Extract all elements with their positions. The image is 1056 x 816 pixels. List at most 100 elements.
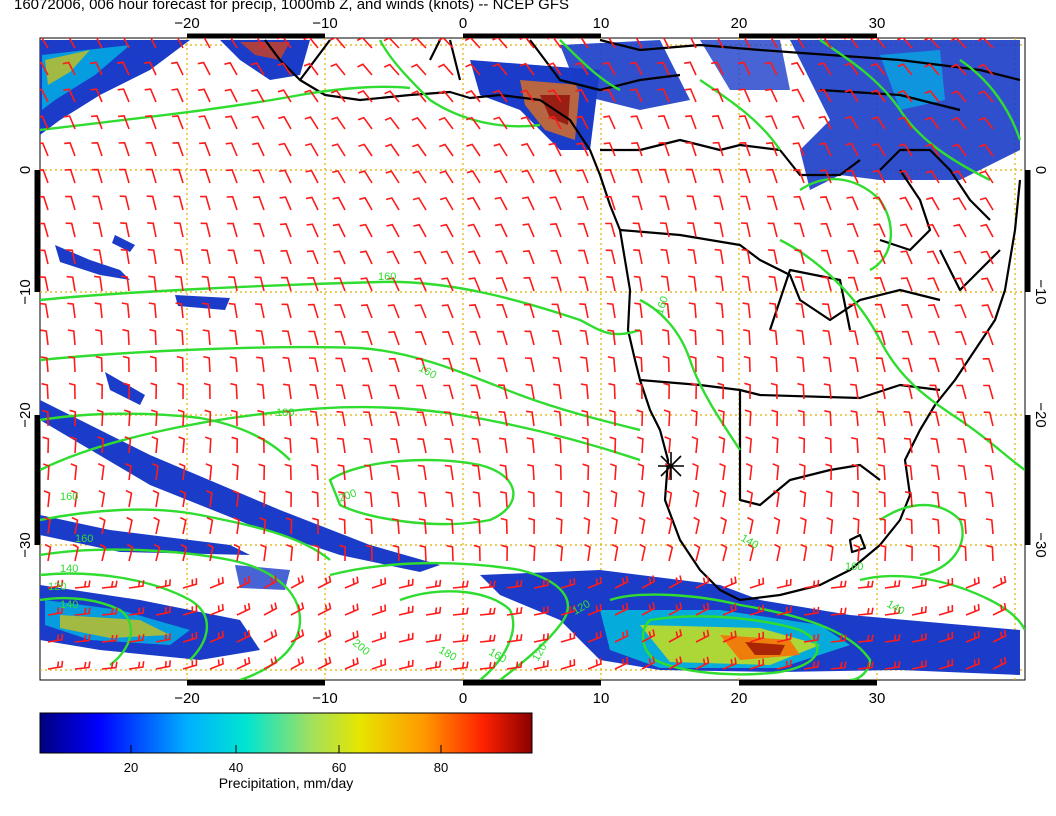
wind-barb <box>661 302 670 319</box>
wind-barb <box>128 634 145 643</box>
wind-barb <box>897 63 913 76</box>
wind-barb <box>122 328 130 346</box>
wind-barb <box>519 38 535 49</box>
wind-barb <box>332 223 346 238</box>
wind-barb <box>197 61 211 76</box>
wind-barb <box>846 223 859 238</box>
wind-barb <box>720 543 728 562</box>
wind-barb <box>924 63 940 76</box>
wind-barb <box>336 437 346 454</box>
wind-barb <box>413 223 427 238</box>
wind-barb <box>417 464 427 481</box>
wind-barb <box>857 661 874 670</box>
wind-barb <box>228 302 238 319</box>
wind-barb <box>309 410 319 427</box>
wind-barb <box>202 329 211 346</box>
wind-barb <box>494 196 508 211</box>
wind-barb <box>657 115 670 130</box>
lon-bottom-label: 0 <box>459 690 467 707</box>
wind-barb <box>227 249 238 265</box>
wind-barb <box>663 409 671 427</box>
wind-barb <box>358 143 373 157</box>
wind-barb <box>305 169 319 184</box>
wind-barb <box>791 88 805 103</box>
wind-barb <box>741 248 751 265</box>
wind-barb <box>492 63 508 76</box>
wind-barb <box>634 329 643 346</box>
wind-barb <box>365 518 373 535</box>
wind-barb <box>331 116 346 130</box>
wind-barb <box>992 575 1007 589</box>
wind-barb <box>468 250 481 265</box>
wind-barb <box>958 518 967 535</box>
wind-barb <box>684 88 697 103</box>
wind-barb <box>938 658 954 670</box>
wind-barb <box>252 169 265 184</box>
wind-barb <box>412 170 427 184</box>
colorbar-tick: 80 <box>434 760 448 775</box>
wind-barb <box>938 577 954 589</box>
wind-barb <box>258 490 266 508</box>
wind-barb <box>799 490 807 508</box>
wind-barb <box>445 491 454 508</box>
wind-barb <box>663 382 671 400</box>
wind-barb <box>904 464 913 481</box>
wind-barb <box>820 196 832 211</box>
wind-barb <box>668 656 683 670</box>
wind-barb <box>695 602 710 616</box>
wind-barb <box>923 38 940 49</box>
wind-barb <box>363 411 373 427</box>
colorbar-tick: 20 <box>124 760 138 775</box>
wind-barb <box>40 249 49 265</box>
wind-barb <box>145 141 157 157</box>
wind-barb <box>441 304 454 319</box>
wind-barb <box>957 464 967 481</box>
wind-barb <box>581 409 589 427</box>
wind-barb <box>384 90 400 103</box>
wind-barb <box>290 629 305 643</box>
wind-barb <box>533 579 549 589</box>
wind-barb <box>317 656 332 670</box>
wind-barb <box>228 276 238 292</box>
wind-barb <box>47 606 64 616</box>
wind-barb <box>330 38 346 49</box>
wind-barb <box>388 357 400 373</box>
lon-bottom-label: −10 <box>312 690 337 707</box>
wind-barb <box>629 61 643 76</box>
wind-barb <box>824 410 832 427</box>
wind-barb <box>123 38 130 49</box>
wind-barb <box>177 382 184 400</box>
wind-barb <box>776 659 792 670</box>
wind-barb <box>338 517 346 535</box>
wind-barb <box>412 197 427 211</box>
wind-barb <box>560 632 576 643</box>
wind-barb <box>740 222 751 238</box>
wind-barb <box>101 661 118 670</box>
wind-barb <box>803 660 820 670</box>
wind-barb <box>929 384 940 400</box>
wind-barb <box>445 518 454 535</box>
wind-barb <box>980 223 994 238</box>
wind-barb <box>523 303 535 319</box>
wind-barb <box>392 544 400 562</box>
wind-barb <box>263 629 278 643</box>
wind-barb <box>201 275 211 292</box>
wind-barb <box>606 276 616 292</box>
wind-barb <box>173 222 184 238</box>
wind-barb <box>152 462 159 481</box>
wind-barb <box>634 302 643 319</box>
wind-barb <box>691 436 699 454</box>
lat-right-label: −10 <box>1032 279 1049 304</box>
wind-barb <box>911 633 927 643</box>
wind-barb <box>357 116 373 130</box>
wind-barb <box>415 357 427 373</box>
wind-barb <box>959 544 967 562</box>
wind-barb <box>548 115 562 130</box>
wind-barb <box>333 277 346 292</box>
wind-barb <box>230 382 238 400</box>
wind-barb <box>575 115 589 130</box>
wind-barb <box>843 38 859 49</box>
wind-barb <box>819 142 832 157</box>
wind-barb <box>602 61 616 76</box>
wind-barb <box>765 88 778 103</box>
